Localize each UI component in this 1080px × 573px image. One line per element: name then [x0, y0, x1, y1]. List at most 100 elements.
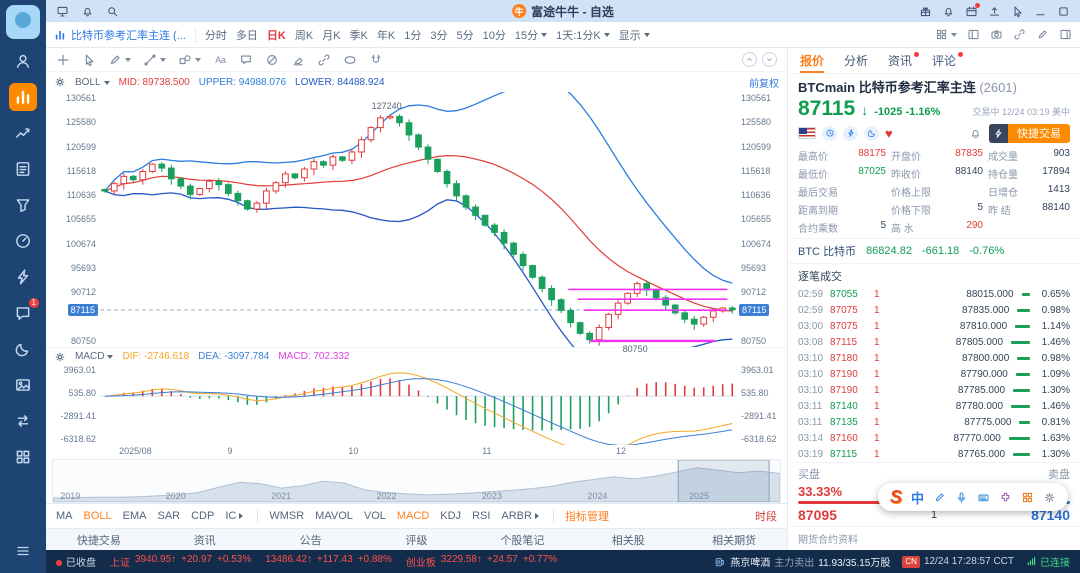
bottom-tab-4[interactable]: 个股笔记: [500, 534, 545, 547]
panel-icon[interactable]: [1059, 28, 1072, 41]
ime-toolbar[interactable]: S 中: [877, 483, 1068, 511]
sidebar-item-market[interactable]: [0, 79, 46, 115]
indicator-tab-macd[interactable]: MACD: [396, 510, 430, 522]
tick-row[interactable]: 03:10 87190 1 87790.000 1.09%: [788, 366, 1080, 382]
ellipse-icon[interactable]: [343, 53, 357, 67]
chart-navigator[interactable]: 2019 2020 2021 2022 2023 2024 2025: [52, 459, 781, 503]
collapse-down-button[interactable]: [762, 52, 777, 67]
indicator-tab-vol[interactable]: VOL: [363, 510, 386, 522]
forbid-icon[interactable]: [265, 53, 279, 67]
gift-icon[interactable]: [919, 5, 932, 18]
main-chart[interactable]: 130561 125580 120599 115618 110636 105655 1006…: [46, 92, 787, 354]
bell-icon[interactable]: [942, 5, 955, 18]
crosshair-icon[interactable]: [56, 53, 70, 67]
indicator-tab-mavol[interactable]: MAVOL: [315, 510, 353, 522]
link-icon[interactable]: [1013, 28, 1026, 41]
tick-row[interactable]: 03:19 87115 1 87765.000 1.30%: [788, 446, 1080, 462]
minimize-icon[interactable]: [1034, 5, 1047, 18]
tick-row[interactable]: 02:59 87055 1 88015.000 0.65%: [788, 286, 1080, 302]
sidebar-item-trend[interactable]: [0, 115, 46, 151]
collapse-up-button[interactable]: [742, 52, 757, 67]
sidebar-item-futu-logo[interactable]: [0, 259, 46, 295]
quote-tab-3[interactable]: 评论: [932, 48, 964, 73]
keyboard-icon[interactable]: [977, 491, 990, 504]
period-tab-9[interactable]: 5分: [456, 29, 474, 42]
period-tab-4[interactable]: 月K: [322, 29, 341, 42]
indicator-manage-button[interactable]: 指标管理: [564, 511, 609, 523]
grid-icon[interactable]: [1021, 491, 1034, 504]
sidebar-item-grid[interactable]: [0, 439, 46, 475]
indicator-tab-ema[interactable]: EMA: [122, 510, 147, 522]
pencil-icon[interactable]: [108, 53, 131, 67]
bolt-icon[interactable]: [843, 125, 858, 141]
indicator-tab-kdj[interactable]: KDJ: [440, 510, 462, 522]
bottom-tab-2[interactable]: 公告: [299, 534, 322, 547]
gear-icon[interactable]: [1043, 491, 1056, 504]
macd-plot[interactable]: [100, 365, 737, 445]
cursor-icon[interactable]: [82, 53, 96, 67]
index-quote-0[interactable]: 上证 3940.95↑ +20.97 +0.53%: [110, 554, 251, 569]
period-tab-2[interactable]: 日K: [266, 29, 286, 42]
search-icon[interactable]: [106, 5, 119, 18]
period-tab-0[interactable]: 分时: [204, 29, 227, 42]
macd-pane[interactable]: 3963.01 535.80 -2891.41 -6318.62 3963.01 535…: [46, 365, 787, 445]
candlestick-plot[interactable]: 127240 80750: [100, 92, 737, 354]
calendar-icon[interactable]: [965, 2, 980, 18]
bottom-tab-3[interactable]: 评级: [405, 534, 428, 547]
mic-icon[interactable]: [955, 491, 968, 504]
tick-row[interactable]: 03:11 87140 1 87780.000 1.46%: [788, 398, 1080, 414]
period-tab-6[interactable]: 年K: [376, 29, 396, 42]
bottom-tab-6[interactable]: 相关期货: [712, 534, 757, 547]
window-icon[interactable]: [1057, 5, 1070, 18]
tick-row[interactable]: 03:11 87135 1 87775.000 0.81%: [788, 414, 1080, 430]
indicator-tab-sar[interactable]: SAR: [157, 510, 181, 522]
period-tab-10[interactable]: 10分: [482, 29, 506, 42]
upload-icon[interactable]: [988, 5, 1001, 18]
sidebar-item-image[interactable]: [0, 367, 46, 403]
quote-tab-1[interactable]: 分析: [844, 54, 869, 68]
indicator-tab-ma[interactable]: MA: [56, 510, 73, 522]
bottom-tab-5[interactable]: 相关股: [611, 534, 645, 547]
sidebar-item-transfer[interactable]: [0, 403, 46, 439]
gear-icon[interactable]: [54, 76, 66, 88]
macd-indicator-selector[interactable]: MACD: [75, 351, 114, 362]
camera-icon[interactable]: [990, 28, 1003, 41]
trendline-icon[interactable]: [143, 53, 166, 67]
tick-row[interactable]: 03:10 87180 1 87800.000 0.98%: [788, 350, 1080, 366]
indicator-tab-arbr[interactable]: ARBR: [501, 510, 542, 522]
shapes-icon[interactable]: [178, 53, 201, 67]
link-icon[interactable]: [317, 53, 331, 67]
text-tool-icon[interactable]: Aa: [213, 53, 227, 67]
symbol-tab[interactable]: 比特币参考汇率主连 (...: [54, 26, 196, 43]
ask-price[interactable]: 87140: [1031, 507, 1070, 523]
index-quote-2[interactable]: 创业板 3229.58↑ +24.57 +0.77%: [406, 554, 557, 569]
period-tab-12[interactable]: 1天:1分K: [556, 27, 610, 43]
tick-row[interactable]: 03:08 87115 1 87805.000 1.46%: [788, 334, 1080, 350]
heart-icon[interactable]: ♥: [885, 125, 893, 141]
navigator-selection[interactable]: [677, 460, 770, 502]
avatar[interactable]: [6, 5, 40, 39]
tick-row[interactable]: 02:59 87075 1 87835.000 0.98%: [788, 302, 1080, 318]
sidebar-item-moon[interactable]: [0, 331, 46, 367]
session-button[interactable]: 时段: [755, 511, 777, 523]
clock-icon[interactable]: [822, 125, 837, 141]
adjust-mode-button[interactable]: 前复权: [749, 78, 779, 90]
magnet-icon[interactable]: [369, 53, 383, 67]
cursor-icon[interactable]: [1011, 5, 1024, 18]
bell-icon[interactable]: [81, 5, 94, 18]
quote-tab-2[interactable]: 资讯: [888, 48, 920, 73]
underlying-row[interactable]: BTC 比特币 86824.82 -661.18 -0.76%: [788, 238, 1080, 263]
tick-row[interactable]: 03:14 87160 1 87770.000 1.63%: [788, 430, 1080, 446]
stock-ticker[interactable]: 燕京啤酒 主力卖出 11.93/35.15万股: [714, 554, 890, 569]
grid-icon[interactable]: [935, 28, 957, 41]
bid-price[interactable]: 87095: [798, 507, 837, 523]
gear-icon[interactable]: [54, 351, 66, 363]
puzzle-icon[interactable]: [999, 491, 1012, 504]
quote-tab-0[interactable]: 报价: [800, 48, 824, 73]
boll-indicator-selector[interactable]: BOLL: [75, 77, 110, 88]
monitor-icon[interactable]: [56, 5, 69, 18]
indicator-tab-rsi[interactable]: RSI: [472, 510, 491, 522]
period-tab-7[interactable]: 1分: [404, 29, 422, 42]
alert-bell-icon[interactable]: [969, 127, 982, 140]
tick-row[interactable]: 03:00 87075 1 87810.000 1.14%: [788, 318, 1080, 334]
